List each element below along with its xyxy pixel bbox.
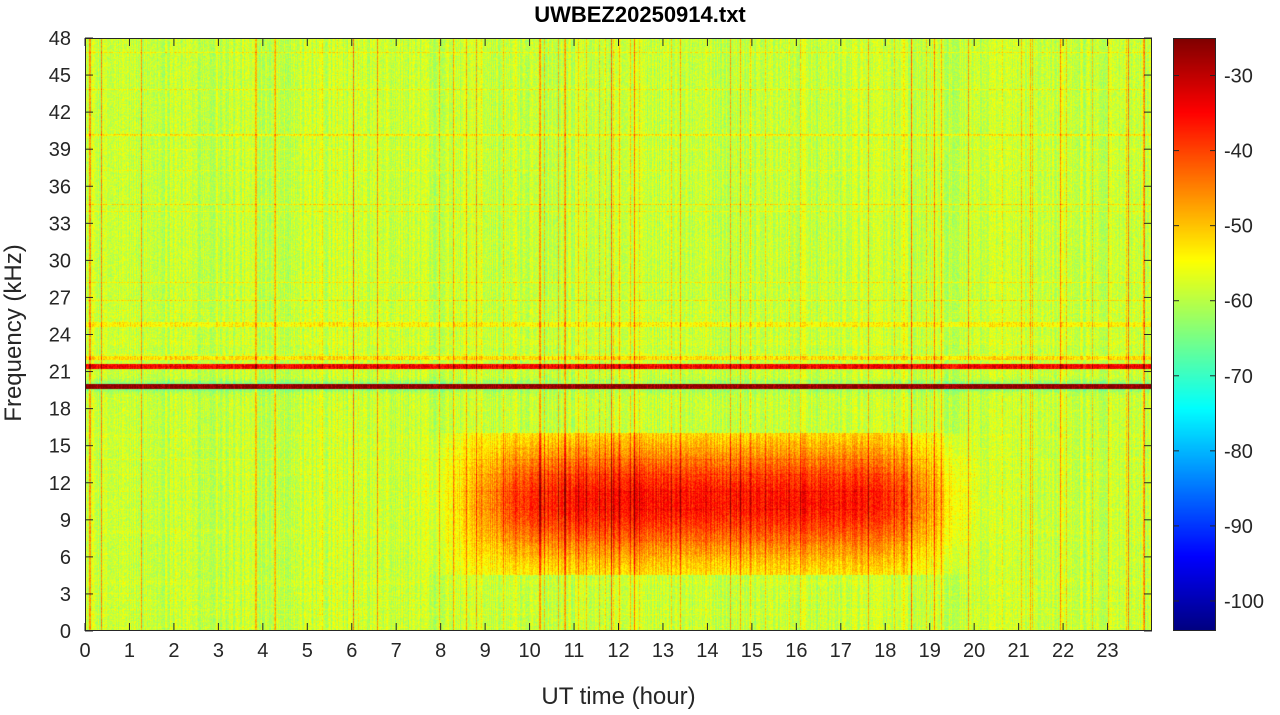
colorbar-tick-label: -90 [1224, 516, 1253, 538]
x-tick-label: 3 [213, 640, 224, 662]
y-axis-label: Frequency (kHz) [0, 244, 27, 422]
y-tick-label: 48 [49, 28, 71, 50]
x-tick-label: 17 [830, 640, 852, 662]
x-tick-label: 10 [518, 640, 540, 662]
x-tick-label: 6 [346, 640, 357, 662]
y-tick-label: 27 [49, 287, 71, 309]
x-tick-label: 8 [435, 640, 446, 662]
x-axis-label: UT time (hour) [541, 683, 696, 710]
colorbar-tick-label: -60 [1224, 291, 1253, 313]
colorbar-tick-label: -30 [1224, 66, 1253, 88]
x-tick-label: 21 [1008, 640, 1030, 662]
y-tick-label: 12 [49, 473, 71, 495]
y-tick-label: 18 [49, 399, 71, 421]
x-tick-label: 15 [741, 640, 763, 662]
y-tick-label: 15 [49, 436, 71, 458]
colorbar-gradient [1173, 38, 1216, 631]
colorbar-tick-label: -40 [1224, 141, 1253, 163]
y-tick-label: 33 [49, 213, 71, 235]
y-tick-label: 6 [60, 547, 71, 569]
y-tick-label: 24 [49, 325, 71, 347]
colorbar-frame [1173, 38, 1216, 631]
spectrogram-heatmap [85, 38, 1152, 631]
y-tick-label: 9 [60, 510, 71, 532]
x-tick-label: 12 [607, 640, 629, 662]
x-tick-label: 11 [564, 640, 585, 662]
y-tick-label: 30 [49, 250, 71, 272]
x-tick-label: 19 [919, 640, 941, 662]
plot-frame [85, 38, 1152, 631]
x-tick-label: 16 [785, 640, 807, 662]
y-tick-label: 21 [49, 362, 71, 384]
colorbar-tick-label: -80 [1224, 441, 1253, 463]
x-tick-label: 2 [168, 640, 179, 662]
x-tick-label: 20 [963, 640, 985, 662]
y-tick-label: 3 [60, 584, 71, 606]
x-tick-label: 0 [79, 640, 90, 662]
x-tick-label: 14 [696, 640, 718, 662]
colorbar-tick-label: -70 [1224, 366, 1253, 388]
x-tick-label: 18 [874, 640, 896, 662]
colorbar-tick-label: -50 [1224, 216, 1253, 238]
y-tick-label: 36 [49, 176, 71, 198]
colorbar-tick-label: -100 [1224, 591, 1264, 613]
y-tick-label: 39 [49, 139, 71, 161]
x-tick-label: 9 [480, 640, 491, 662]
y-tick-label: 42 [49, 102, 71, 124]
x-tick-label: 1 [124, 640, 135, 662]
x-tick-label: 7 [391, 640, 402, 662]
y-tick-label: 0 [60, 621, 71, 643]
x-tick-label: 5 [302, 640, 313, 662]
x-tick-label: 23 [1096, 640, 1118, 662]
y-tick-label: 45 [49, 65, 71, 87]
x-tick-label: 13 [652, 640, 674, 662]
chart-title: UWBEZ20250914.txt [534, 2, 746, 27]
x-tick-label: 4 [257, 640, 268, 662]
x-tick-label: 22 [1052, 640, 1074, 662]
